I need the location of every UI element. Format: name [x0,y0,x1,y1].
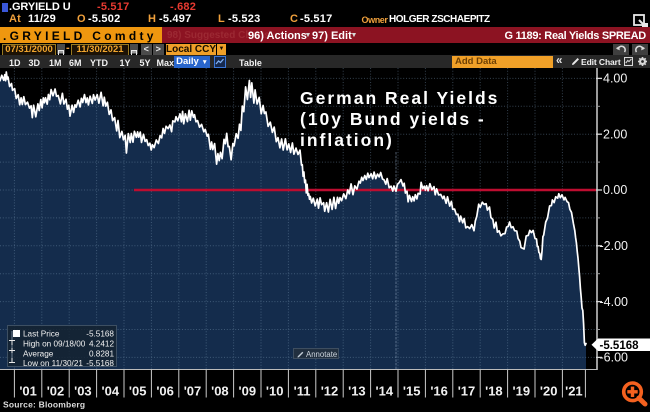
svg-text:4.00: 4.00 [603,72,627,86]
svg-text:-2.00: -2.00 [600,239,629,253]
svg-text:'18: '18 [485,384,503,399]
svg-text:Last Price: Last Price [23,329,60,338]
svg-text:-5.5168: -5.5168 [86,329,114,338]
svg-text:Source: Bloomberg: Source: Bloomberg [3,400,85,410]
svg-text:-5.5168: -5.5168 [86,359,114,367]
svg-text:Low on 11/30/21: Low on 11/30/21 [23,359,83,367]
svg-text:'17: '17 [458,384,476,399]
svg-text:'01: '01 [19,384,37,399]
svg-text:'16: '16 [430,384,448,399]
svg-text:'08: '08 [211,384,229,399]
svg-text:-6.00: -6.00 [600,351,629,365]
svg-text:'03: '03 [74,384,92,399]
svg-text:'12: '12 [321,384,339,399]
svg-text:'02: '02 [47,384,65,399]
svg-text:'15: '15 [403,384,421,399]
svg-text:2.00: 2.00 [603,127,627,141]
svg-text:-5.5168: -5.5168 [600,340,640,352]
svg-text:4.2412: 4.2412 [88,339,113,348]
svg-text:High on 09/18/00: High on 09/18/00 [23,339,86,348]
svg-text:0.00: 0.00 [603,183,627,197]
svg-text:'06: '06 [156,384,174,399]
svg-text:'05: '05 [129,384,147,399]
svg-text:0.8281: 0.8281 [88,349,113,358]
svg-text:'19: '19 [513,384,531,399]
svg-text:'04: '04 [102,384,120,399]
svg-text:'10: '10 [266,384,284,399]
svg-text:'07: '07 [184,384,202,399]
svg-text:-4.00: -4.00 [600,295,629,309]
svg-text:'21: '21 [565,384,583,399]
svg-text:'09: '09 [239,384,257,399]
svg-text:'13: '13 [348,384,366,399]
svg-text:'14: '14 [376,384,394,399]
svg-text:'20: '20 [540,384,558,399]
svg-text:Average: Average [23,349,54,358]
svg-text:'11: '11 [294,384,311,399]
